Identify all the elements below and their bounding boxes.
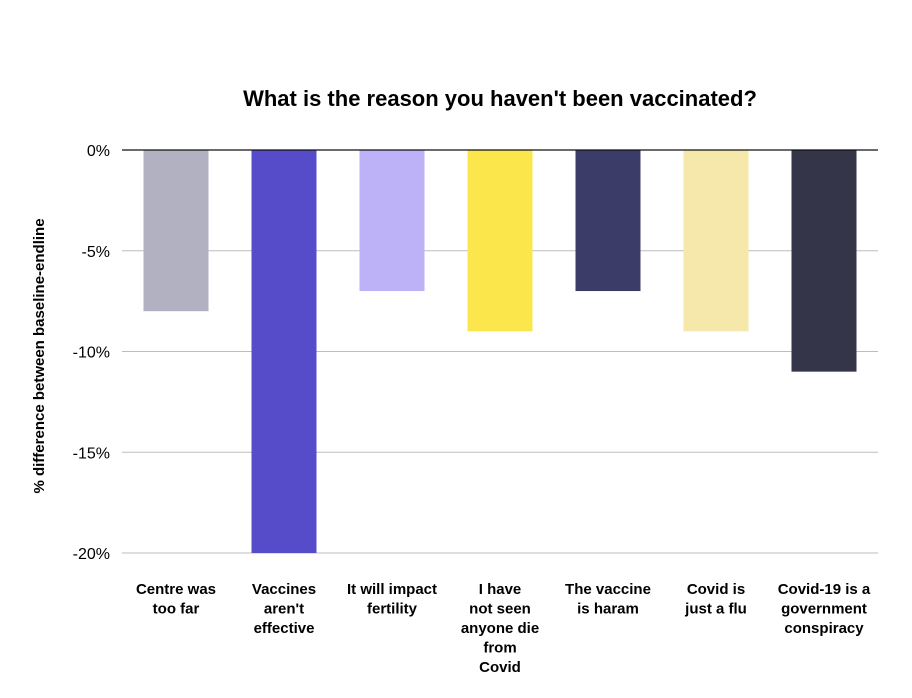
x-category-label-line: I have <box>479 581 522 598</box>
bar <box>683 150 749 332</box>
y-axis-ticks: 0% -5% -10% -15% -20% <box>73 143 110 563</box>
x-category-label-line: aren't <box>264 601 304 618</box>
x-category-label-line: is haram <box>577 601 639 618</box>
x-category-label-line: too far <box>153 601 200 618</box>
y-tick-label: 0% <box>87 143 110 160</box>
x-category-label-line: government <box>781 601 867 618</box>
x-category-label: The vaccine is haram <box>565 581 651 618</box>
x-category-label-line: Covid <box>479 659 521 676</box>
chart-title: What is the reason you haven't been vacc… <box>243 86 757 111</box>
x-category-label: I have not seen anyone die from Covid <box>461 581 539 676</box>
bar <box>575 150 641 292</box>
y-tick-label: -20% <box>73 546 110 563</box>
y-tick-label: -5% <box>82 244 110 261</box>
x-category-label-line: It will impact <box>347 581 437 598</box>
x-category-label-line: effective <box>254 620 315 637</box>
x-category-label: Vaccines aren't effective <box>252 581 316 637</box>
y-tick-label: -10% <box>73 345 110 362</box>
bar <box>143 150 209 312</box>
x-axis-labels: Centre was too far Vaccines aren't effective… <box>136 581 871 676</box>
x-category-label-line: Centre was <box>136 581 216 598</box>
x-category-label-line: Covid-19 is a <box>778 581 871 598</box>
x-category-label-line: Vaccines <box>252 581 316 598</box>
x-category-label: Covid is just a flu <box>684 581 747 618</box>
bar <box>791 150 857 372</box>
x-category-label: Centre was too far <box>136 581 216 618</box>
bar <box>251 150 317 553</box>
x-category-label-line: conspiracy <box>784 620 864 637</box>
x-category-label: Covid-19 is a government conspiracy <box>778 581 871 637</box>
y-axis-label: % difference between baseline-endline <box>31 218 48 493</box>
x-category-label: It will impact fertility <box>347 581 437 618</box>
x-category-label-line: not seen <box>469 601 531 618</box>
x-category-label-line: anyone die <box>461 620 539 637</box>
y-tick-label: -15% <box>73 445 110 462</box>
bar <box>359 150 425 292</box>
x-category-label-line: Covid is <box>687 581 745 598</box>
bars <box>143 150 857 553</box>
x-category-label-line: from <box>483 640 516 657</box>
bar <box>467 150 533 332</box>
x-category-label-line: just a flu <box>684 601 747 618</box>
x-category-label-line: The vaccine <box>565 581 651 598</box>
x-category-label-line: fertility <box>367 601 418 618</box>
